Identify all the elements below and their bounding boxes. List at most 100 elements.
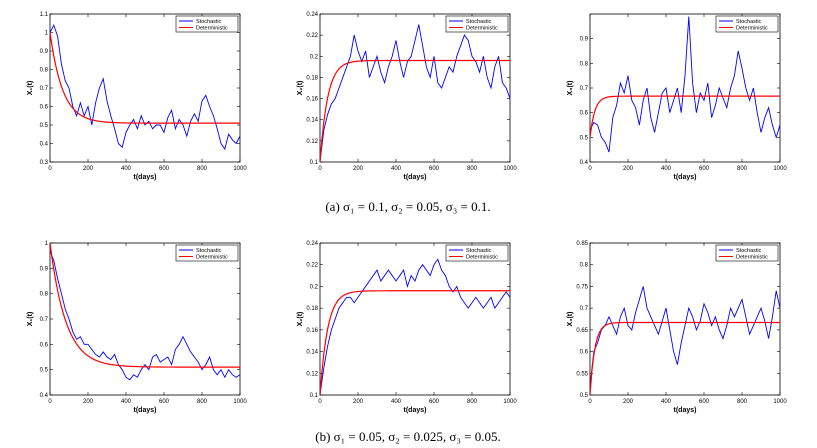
y-tick-label: 0.4 bbox=[580, 160, 589, 166]
y-tick-label: 0.75 bbox=[576, 284, 588, 290]
y-tick-label: 0.5 bbox=[40, 368, 49, 374]
legend-label-deterministic: Deterministic bbox=[196, 26, 228, 32]
y-axis-label: X₂(t) bbox=[297, 312, 304, 327]
legend-label-stochastic: Stochastic bbox=[466, 19, 492, 25]
x-tick-label: 600 bbox=[429, 399, 440, 405]
y-tick-label: 0.24 bbox=[306, 241, 318, 247]
x-axis-label: t(days) bbox=[674, 174, 697, 181]
legend-label-deterministic: Deterministic bbox=[736, 255, 768, 261]
x-tick-label: 0 bbox=[588, 166, 592, 172]
y-tick-label: 0.12 bbox=[306, 139, 318, 145]
y-tick-label: 0.22 bbox=[306, 33, 318, 39]
series-stochastic-line bbox=[320, 24, 510, 162]
y-tick-label: 0.5 bbox=[580, 135, 589, 141]
x-tick-label: 600 bbox=[159, 399, 170, 405]
legend-label-stochastic: Stochastic bbox=[196, 19, 222, 25]
chart-a3: 0 200 400 600 800 1000 0.4 0.5 0.6 0.7 0.8 0.9 t(day… bbox=[567, 13, 787, 181]
legend-label-deterministic: Deterministic bbox=[466, 255, 498, 261]
legend-label-deterministic: Deterministic bbox=[466, 26, 498, 32]
y-tick-label: 0.85 bbox=[576, 241, 588, 247]
y-tick-label: 0.8 bbox=[40, 292, 49, 298]
plot-frame bbox=[49, 242, 241, 396]
y-tick-label: 0.5 bbox=[580, 393, 589, 399]
x-tick-label: 200 bbox=[353, 166, 364, 172]
legend-label-stochastic: Stochastic bbox=[196, 248, 222, 254]
x-tick-label: 600 bbox=[699, 166, 710, 172]
series-deterministic-line bbox=[320, 290, 510, 395]
y-tick-label: 0.6 bbox=[40, 105, 49, 111]
series-deterministic-line bbox=[50, 243, 240, 368]
series-stochastic-line bbox=[590, 16, 780, 153]
y-axis-label: X₂(t) bbox=[297, 81, 304, 96]
x-axis-label: t(days) bbox=[674, 407, 697, 414]
y-tick-label: 0.12 bbox=[306, 371, 318, 377]
x-tick-label: 800 bbox=[737, 166, 748, 172]
x-tick-label: 1000 bbox=[503, 166, 517, 172]
y-tick-label: 0.16 bbox=[306, 328, 318, 334]
plot-frame bbox=[589, 242, 781, 396]
legend-label-deterministic: Deterministic bbox=[736, 26, 768, 32]
x-tick-label: 0 bbox=[318, 399, 322, 405]
plot-frame bbox=[319, 242, 511, 396]
legend-label-deterministic: Deterministic bbox=[196, 255, 228, 261]
x-axis-label: t(days) bbox=[404, 174, 427, 181]
y-tick-label: 0.18 bbox=[306, 306, 318, 312]
x-tick-label: 0 bbox=[48, 166, 52, 172]
series-stochastic-line bbox=[320, 258, 510, 395]
x-tick-label: 600 bbox=[699, 399, 710, 405]
y-tick-label: 1 bbox=[45, 241, 49, 247]
series-stochastic-line bbox=[50, 250, 240, 381]
x-tick-label: 400 bbox=[661, 166, 672, 172]
x-tick-label: 400 bbox=[121, 166, 132, 172]
chart-b3: 0 200 400 600 800 1000 0.5 0.55 0.6 0.65 0.7 0.75 0.… bbox=[567, 241, 787, 414]
y-tick-label: 0.24 bbox=[306, 12, 318, 18]
chart-b2: 0 200 400 600 800 1000 0.1 0.12 0.14 0.16 0.18 0.2 0… bbox=[297, 241, 517, 414]
x-tick-label: 200 bbox=[83, 166, 94, 172]
x-tick-label: 600 bbox=[429, 166, 440, 172]
x-tick-label: 0 bbox=[588, 399, 592, 405]
x-axis-label: t(days) bbox=[404, 407, 427, 414]
x-tick-label: 400 bbox=[391, 399, 402, 405]
legend-label-stochastic: Stochastic bbox=[466, 248, 492, 254]
y-tick-label: 0.8 bbox=[40, 68, 49, 74]
plot-frame bbox=[589, 13, 781, 163]
x-tick-label: 200 bbox=[623, 166, 634, 172]
x-tick-label: 600 bbox=[159, 166, 170, 172]
x-tick-label: 1000 bbox=[503, 399, 517, 405]
plot-frame bbox=[319, 13, 511, 163]
x-tick-label: 200 bbox=[623, 399, 634, 405]
y-tick-label: 0.2 bbox=[310, 284, 319, 290]
y-tick-label: 0.7 bbox=[580, 306, 589, 312]
y-tick-label: 0.7 bbox=[580, 86, 589, 92]
x-tick-label: 400 bbox=[121, 399, 132, 405]
series-stochastic-line bbox=[50, 23, 240, 151]
y-tick-label: 0.6 bbox=[580, 350, 589, 356]
x-tick-label: 1000 bbox=[773, 166, 787, 172]
y-tick-label: 0.5 bbox=[40, 123, 49, 129]
y-tick-label: 0.9 bbox=[40, 266, 49, 272]
x-axis-label: t(days) bbox=[134, 174, 157, 181]
chart-b1: 0 200 400 600 800 1000 0.4 0.5 0.6 0.7 0.8 0.9 1 t(da… bbox=[27, 241, 247, 414]
y-tick-label: 0.6 bbox=[40, 342, 49, 348]
y-axis-label: X₁(t) bbox=[27, 81, 34, 96]
y-tick-label: 0.4 bbox=[40, 393, 49, 399]
x-tick-label: 200 bbox=[83, 399, 94, 405]
series-deterministic-line bbox=[50, 32, 240, 124]
x-axis-label: t(days) bbox=[134, 407, 157, 414]
y-tick-label: 0.1 bbox=[310, 393, 319, 399]
caption-b: (b) σ₁ = 0.05, σ₂ = 0.025, σ₃ = 0.05. bbox=[315, 429, 501, 444]
x-tick-label: 800 bbox=[467, 166, 478, 172]
y-tick-label: 0.9 bbox=[580, 37, 589, 43]
y-axis-label: X₁(t) bbox=[27, 312, 34, 327]
series-deterministic-line bbox=[590, 321, 780, 395]
series-deterministic-line bbox=[590, 95, 780, 138]
y-tick-label: 0.6 bbox=[580, 111, 589, 117]
chart-a1: 0 200 400 600 800 1000 0.3 0.4 0.5 0.6 0.7 0.8 0.9 1 1… bbox=[27, 12, 247, 181]
x-tick-label: 1000 bbox=[773, 399, 787, 405]
series-deterministic-line bbox=[320, 59, 510, 162]
